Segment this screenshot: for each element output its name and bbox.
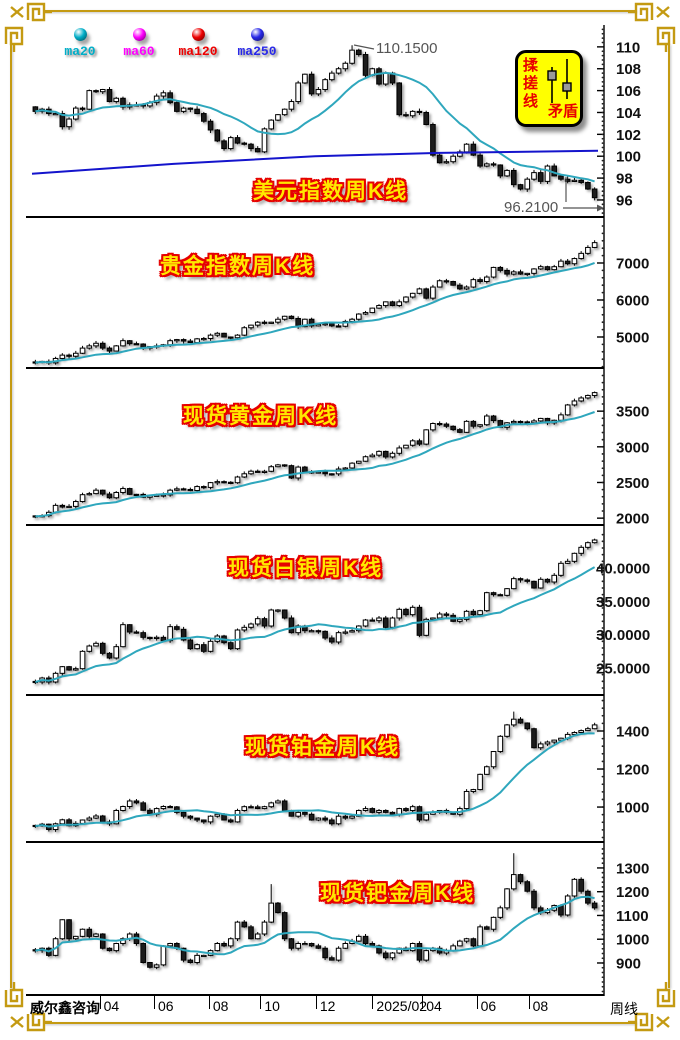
- frame-right: [668, 44, 670, 988]
- time-axis-label: 08: [212, 998, 229, 1014]
- y-axis-tick-label: 2000: [616, 511, 649, 528]
- pattern-note-label: 矛盾: [547, 103, 578, 120]
- price-annotation: 96.2100: [504, 199, 558, 216]
- y-axis-tick-label: 1100: [616, 908, 649, 925]
- time-axis-tick: [528, 996, 530, 1009]
- time-axis-label: 04: [426, 998, 442, 1014]
- y-axis-tick-label: 98: [616, 171, 633, 188]
- mini-candles-icon: [547, 59, 572, 103]
- time-axis-label: 10: [264, 998, 280, 1014]
- time-axis-tick: [315, 996, 317, 1009]
- time-axis-tick: [99, 996, 101, 1009]
- y-axis-tick-label: 108: [616, 61, 641, 78]
- time-axis-tick: [422, 996, 424, 1009]
- y-axis-tick-label: 100: [616, 149, 641, 166]
- frame-bottom: [44, 1022, 636, 1024]
- legend-label: ma120: [178, 44, 218, 59]
- y-axis-tick-label: 1300: [616, 860, 649, 877]
- time-axis-tick: [208, 996, 210, 1009]
- time-axis-tick: [372, 996, 374, 1009]
- y-axis-tick-label: 104: [616, 105, 642, 122]
- legend-item-ma60: ma60: [117, 28, 161, 59]
- y-axis-tick-label: 3500: [616, 404, 649, 421]
- y-axis-tick-label: 40.0000: [596, 561, 650, 578]
- legend-ball-icon: [73, 28, 87, 41]
- legend-item-ma120: ma120: [176, 28, 220, 59]
- period-label: 周线: [610, 1001, 638, 1017]
- time-axis-label: 08: [532, 998, 549, 1014]
- y-axis-tick-label: 1200: [616, 884, 649, 901]
- candles: [32, 240, 598, 365]
- legend-item-ma20: ma20: [58, 28, 102, 59]
- candles: [32, 45, 598, 201]
- spot-silver-chart: 40.0000 35.0000 30.0000 25.0000: [26, 526, 650, 696]
- legend-item-ma250: ma250: [235, 28, 279, 59]
- frame-left: [10, 44, 12, 988]
- time-axis: 威尔鑫咨询 周线 04 06 08 10 12 2025/02 04 06 08: [0, 996, 676, 1022]
- candles: [32, 711, 598, 832]
- chart-title-spot-palladium: 现货钯金周K线: [320, 882, 476, 905]
- time-axis-label: 2025/02: [376, 998, 428, 1014]
- frame-corner-ornament-icon: [4, 982, 52, 1032]
- legend-label: ma20: [64, 44, 96, 59]
- frame-corner-ornament-icon: [628, 2, 676, 52]
- time-axis-label: 04: [103, 998, 120, 1014]
- usd-index-chart: 110 108 106 104 102 100 98 96 110.1500 96.2100: [26, 25, 642, 218]
- y-axis-tick-label: 5000: [616, 329, 649, 346]
- time-axis-label: 12: [319, 998, 336, 1014]
- precious-metals-index-chart: 7000 6000 5000: [26, 218, 649, 369]
- time-axis-label: 06: [480, 998, 497, 1014]
- y-axis-tick-label: 900: [616, 955, 641, 972]
- y-axis-tick-label: 1000: [616, 800, 649, 817]
- chart-title-spot-gold: 现货黄金周K线: [183, 405, 339, 428]
- frame-top: [44, 10, 636, 12]
- y-axis-tick-label: 25.0000: [596, 661, 650, 678]
- y-axis-tick-label: 6000: [616, 292, 649, 309]
- y-axis-tick-label: 96: [616, 192, 633, 209]
- time-axis-tick: [153, 996, 155, 1009]
- candles: [32, 853, 598, 970]
- time-axis-tick: [260, 996, 262, 1009]
- chart-title-usd-index: 美元指数周K线: [253, 180, 409, 203]
- spot-platinum-chart: 1400 1200 1000: [26, 696, 649, 843]
- y-axis-tick-label: 3000: [616, 439, 649, 456]
- y-axis-tick-label: 7000: [616, 255, 649, 272]
- price-annotation: 110.1500: [376, 40, 437, 57]
- chart-title-spot-platinum: 现货铂金周K线: [245, 736, 401, 759]
- time-axis-tick: [476, 996, 478, 1009]
- legend-label: ma60: [123, 44, 155, 59]
- y-axis-tick-label: 106: [616, 83, 641, 100]
- chart-title-precious-index: 贵金指数周K线: [160, 255, 316, 278]
- y-axis-tick-label: 1200: [616, 762, 649, 779]
- legend-ball-icon: [191, 28, 205, 41]
- legend-label: ma250: [237, 44, 277, 59]
- y-axis-tick-label: 2500: [616, 475, 649, 492]
- pattern-note-title: 揉搓线: [521, 57, 538, 111]
- spot-palladium-chart: 1300 1200 1100 1000 900: [26, 843, 649, 996]
- frame-corner-ornament-icon: [4, 2, 52, 52]
- y-axis-tick-label: 102: [616, 127, 641, 144]
- legend-ball-icon: [132, 28, 146, 41]
- y-axis-tick-label: 110: [616, 39, 640, 56]
- spot-gold-chart: 3500 3000 2500 2000: [26, 369, 649, 528]
- y-axis-tick-label: 35.0000: [596, 594, 650, 611]
- legend-ball-icon: [250, 28, 264, 41]
- brand-label: 威尔鑫咨询: [30, 1000, 100, 1016]
- y-axis-tick-label: 30.0000: [596, 627, 650, 644]
- y-axis-tick-label: 1400: [616, 723, 649, 740]
- ma-legend: ma20 ma60 ma120 ma250: [58, 28, 294, 59]
- y-axis-tick-label: 1000: [616, 932, 649, 949]
- time-axis-label: 06: [157, 998, 174, 1014]
- frame-corner-ornament-icon: [628, 982, 676, 1032]
- pattern-note-box: 揉搓线 矛盾: [515, 50, 583, 127]
- chart-title-spot-silver: 现货白银周K线: [228, 557, 384, 580]
